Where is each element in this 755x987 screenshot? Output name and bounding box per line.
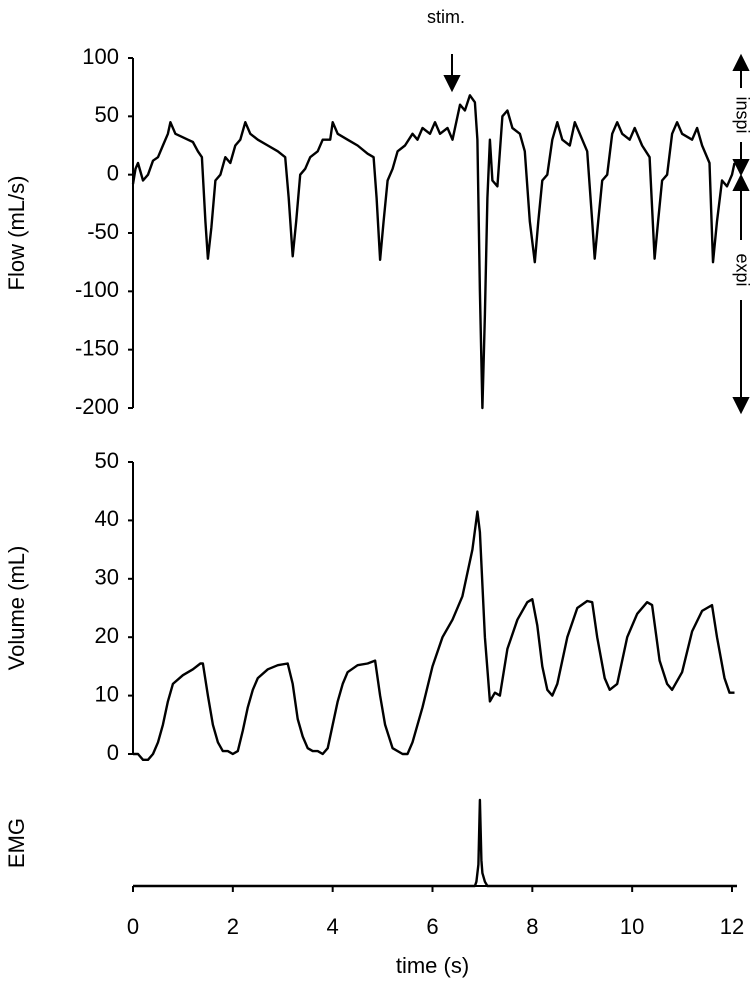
x-tick-label: 0 <box>127 914 139 939</box>
y-tick-label: 0 <box>107 740 119 765</box>
y-tick-label: 20 <box>95 623 119 648</box>
y-tick-label: 10 <box>95 681 119 706</box>
phase-arrows <box>732 53 750 415</box>
x-tick-label: 10 <box>620 914 644 939</box>
y-tick-label: -150 <box>75 335 119 360</box>
inspi-label: inspi <box>732 96 752 133</box>
stim-arrow <box>443 54 461 93</box>
y-tick-label: 100 <box>82 44 119 69</box>
x-tick-label: 4 <box>327 914 339 939</box>
stim-label: stim. <box>427 7 465 27</box>
y-tick-label: -50 <box>87 219 119 244</box>
y-tick-label: 50 <box>95 448 119 473</box>
y-tick-label: -200 <box>75 394 119 419</box>
x-tick-label: 6 <box>426 914 438 939</box>
y-tick-label: -100 <box>75 277 119 302</box>
x-tick-label: 12 <box>720 914 744 939</box>
y-tick-label: 40 <box>95 506 119 531</box>
y-axis-label: EMG <box>4 818 29 868</box>
x-axis-label: time (s) <box>396 953 469 978</box>
expi-label: expi <box>732 253 752 286</box>
y-tick-label: 50 <box>95 102 119 127</box>
y-axis-label: Volume (mL) <box>4 546 29 671</box>
x-tick-label: 2 <box>227 914 239 939</box>
y-axis-label: Flow (mL/s) <box>4 176 29 291</box>
data-line <box>133 798 737 888</box>
data-line <box>131 94 736 410</box>
y-tick-label: 0 <box>107 160 119 185</box>
y-tick-label: 30 <box>95 565 119 590</box>
data-line <box>133 510 735 761</box>
x-tick-label: 8 <box>526 914 538 939</box>
